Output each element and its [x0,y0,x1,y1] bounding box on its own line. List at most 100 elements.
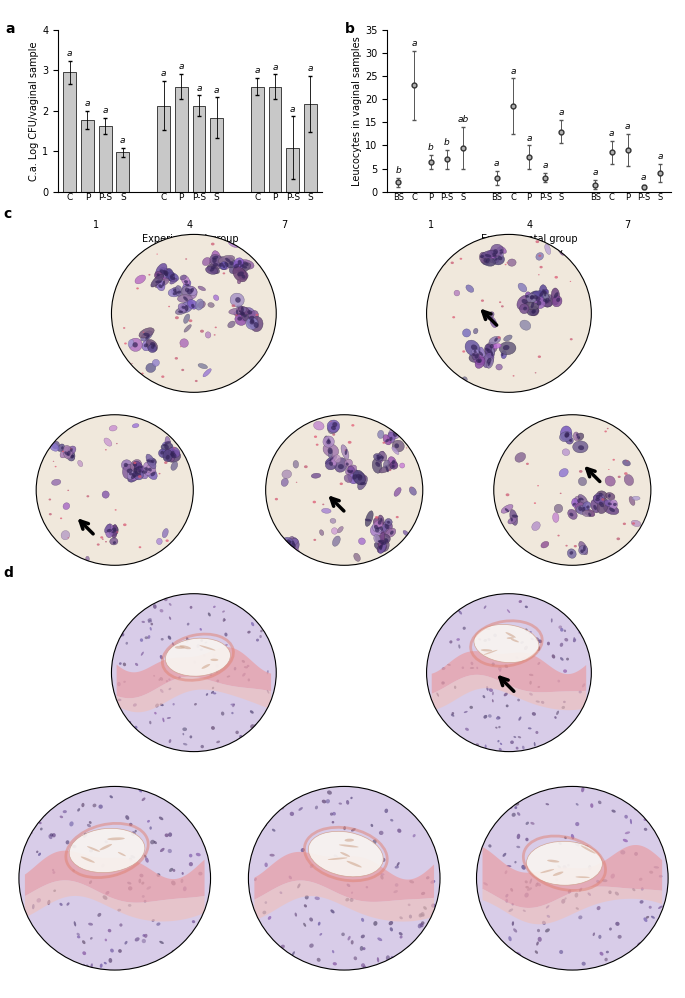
Ellipse shape [486,250,499,258]
Ellipse shape [560,643,563,647]
Ellipse shape [538,686,540,688]
Ellipse shape [634,958,638,961]
Ellipse shape [130,242,132,244]
Ellipse shape [216,670,219,673]
Ellipse shape [530,306,539,316]
Ellipse shape [188,299,197,309]
Ellipse shape [558,842,562,844]
Ellipse shape [483,352,494,367]
Ellipse shape [492,663,495,666]
Ellipse shape [272,828,275,831]
Ellipse shape [288,875,292,879]
Ellipse shape [490,317,497,327]
Text: a: a [543,162,548,171]
Ellipse shape [151,919,155,922]
Ellipse shape [393,432,397,437]
Ellipse shape [380,875,384,879]
Ellipse shape [526,293,536,302]
Ellipse shape [142,470,147,474]
Ellipse shape [384,808,388,813]
Ellipse shape [256,828,260,831]
Ellipse shape [175,285,182,296]
Ellipse shape [182,280,191,291]
Ellipse shape [484,650,497,655]
Ellipse shape [538,647,540,651]
Ellipse shape [371,824,373,827]
Ellipse shape [129,822,132,826]
Ellipse shape [624,475,634,486]
Ellipse shape [216,680,219,683]
Ellipse shape [575,893,578,897]
Ellipse shape [331,457,336,465]
Ellipse shape [515,657,519,659]
Ellipse shape [593,505,597,510]
Ellipse shape [625,831,630,834]
Ellipse shape [89,849,93,852]
Ellipse shape [443,748,445,750]
Ellipse shape [330,909,334,913]
Ellipse shape [169,617,171,620]
Ellipse shape [426,876,429,879]
Ellipse shape [77,808,80,811]
Ellipse shape [189,853,192,857]
Ellipse shape [285,435,286,436]
Ellipse shape [492,700,494,703]
Ellipse shape [194,703,197,706]
Text: d: d [3,566,13,580]
Ellipse shape [144,900,147,903]
Ellipse shape [147,820,150,822]
Ellipse shape [531,302,534,308]
Ellipse shape [332,950,334,953]
Ellipse shape [281,945,285,948]
Ellipse shape [454,290,460,296]
Ellipse shape [266,690,269,694]
Ellipse shape [345,449,347,455]
Ellipse shape [157,273,160,276]
Ellipse shape [412,834,416,837]
Ellipse shape [497,248,503,257]
Ellipse shape [148,620,152,623]
Ellipse shape [239,735,242,739]
Ellipse shape [145,335,149,339]
Ellipse shape [545,803,549,805]
Ellipse shape [470,667,474,669]
Ellipse shape [175,316,179,319]
Text: a: a [273,63,278,72]
Ellipse shape [153,841,157,844]
Ellipse shape [204,642,208,644]
Ellipse shape [569,551,573,555]
Ellipse shape [565,545,568,547]
Text: a: a [102,106,108,115]
Ellipse shape [71,455,74,458]
Ellipse shape [158,473,160,474]
Ellipse shape [128,886,132,890]
Ellipse shape [488,362,490,366]
Ellipse shape [578,632,581,634]
Ellipse shape [379,451,387,461]
Ellipse shape [373,518,383,528]
Ellipse shape [131,474,136,479]
Ellipse shape [576,505,589,514]
Ellipse shape [123,327,125,329]
Ellipse shape [609,927,612,930]
Ellipse shape [579,887,582,892]
Ellipse shape [221,261,227,269]
Ellipse shape [246,317,258,329]
Ellipse shape [142,797,145,801]
Ellipse shape [481,299,484,301]
Ellipse shape [593,493,604,503]
Ellipse shape [135,937,140,941]
Ellipse shape [505,508,509,512]
Ellipse shape [138,878,141,883]
Ellipse shape [217,256,227,269]
Ellipse shape [536,882,541,886]
Ellipse shape [136,467,140,470]
Ellipse shape [522,746,525,749]
Ellipse shape [234,310,247,316]
Text: b: b [345,22,354,36]
Ellipse shape [225,261,229,266]
Text: a: a [179,62,184,71]
Ellipse shape [419,913,423,917]
Ellipse shape [203,654,206,657]
Ellipse shape [541,701,545,704]
